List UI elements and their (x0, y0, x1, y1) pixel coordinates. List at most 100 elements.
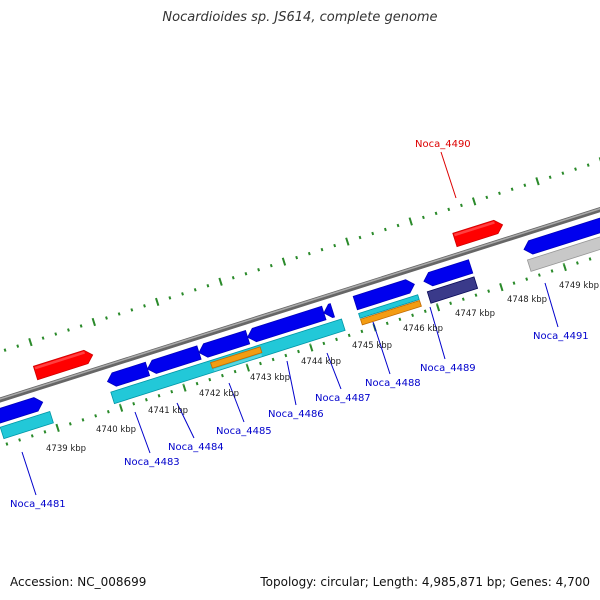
inner-tick-mark (423, 309, 427, 313)
tick-label: 4746 kbp (403, 324, 443, 334)
gene-leader-line (544, 282, 559, 328)
gene-leader-line (176, 402, 195, 439)
outer-tick-mark (471, 197, 477, 206)
inner-tick-mark (182, 383, 187, 392)
inner-tick-mark (245, 363, 250, 372)
inner-tick-mark (449, 301, 453, 305)
outer-tick-mark (460, 203, 463, 208)
tick-label: 4744 kbp (301, 357, 341, 367)
inner-tick-mark (43, 430, 47, 434)
gene-label[interactable]: Noca_4490 (415, 139, 471, 150)
gene-label[interactable]: Noca_4483 (124, 457, 180, 468)
gene-arrow-noca-4482 (106, 361, 151, 387)
outer-tick-ring (3, 157, 600, 352)
outer-tick-mark (218, 277, 223, 286)
gene-arrow-noca-4486b-shine (327, 318, 335, 323)
gene-arrow-noca-4486 (247, 305, 327, 343)
feature-grey-4491-shine (532, 250, 600, 275)
inner-tick-ring (5, 257, 592, 446)
gene-leader-line (326, 352, 342, 390)
inner-tick-mark (385, 321, 389, 326)
inner-tick-mark (411, 313, 415, 318)
gene-label[interactable]: Noca_4487 (315, 393, 371, 404)
inner-tick-mark (94, 414, 98, 418)
inner-tick-mark (170, 389, 174, 394)
tick-label: 4743 kbp (250, 373, 290, 383)
outer-tick-mark (574, 167, 577, 171)
outer-tick-mark (447, 207, 451, 212)
inner-tick-mark (499, 283, 504, 292)
gene-arrow-noca-4487-shine (358, 294, 411, 313)
topology-text: Topology: circular; Length: 4,985,871 bp… (260, 575, 590, 589)
gene-arrow-noca-4489-shine (427, 274, 473, 291)
gene-label[interactable]: Noca_4489 (420, 363, 476, 374)
outer-tick-mark (485, 195, 489, 200)
gene-label[interactable]: Noca_4491 (533, 331, 589, 342)
inner-tick-mark (271, 357, 275, 362)
outer-tick-mark (281, 257, 287, 266)
gene-arrow-noca-4490-shine (454, 221, 495, 237)
outer-tick-mark (130, 308, 134, 312)
inner-tick-mark (335, 337, 338, 342)
outer-tick-mark (269, 263, 273, 268)
outer-tick-mark (358, 235, 362, 240)
inner-tick-mark (347, 333, 351, 338)
accession-text: Accession: NC_008699 (10, 575, 147, 589)
inner-tick-mark (550, 269, 554, 273)
tick-label: 4742 kbp (199, 389, 239, 399)
outer-tick-mark (422, 215, 425, 220)
gene-arrow-noca-4484 (198, 329, 251, 358)
label-layer: 4739 kbp 4740 kbp 4741 kbp 4742 kbp 4743 kbp… (10, 139, 599, 510)
gene-label[interactable]: Noca_4481 (10, 499, 66, 510)
gene-arrow-noca-4480 (32, 349, 94, 381)
outer-tick-mark (498, 191, 501, 196)
inner-tick-mark (461, 297, 465, 301)
feature-orange-4485 (209, 346, 263, 369)
gene-leader-line (134, 411, 151, 454)
gene-arrow-noca-4487 (352, 279, 415, 311)
genome-backbone (0, 207, 600, 403)
outer-tick-mark (41, 336, 45, 340)
tick-label: 4745 kbp (352, 341, 392, 351)
outer-tick-mark (434, 211, 438, 216)
label-leader-lines (21, 151, 559, 496)
outer-tick-mark (548, 175, 552, 179)
tick-label: 4741 kbp (148, 406, 188, 416)
outer-tick-mark (231, 276, 235, 280)
inner-tick-mark (360, 329, 364, 334)
gene-arrow-noca-4481-shine (0, 411, 40, 427)
feature-navy-4489-shine (432, 289, 478, 307)
outer-tick-mark (143, 304, 146, 308)
gene-label[interactable]: Noca_4486 (268, 409, 324, 420)
outer-tick-mark (206, 284, 210, 288)
outer-tick-mark (168, 296, 172, 300)
gene-label[interactable]: Noca_4488 (365, 378, 421, 389)
feature-navy-4489 (426, 276, 479, 304)
inner-tick-mark (68, 422, 72, 426)
feature-orange-4488-shine (363, 307, 422, 328)
gene-label[interactable]: Noca_4484 (168, 442, 224, 453)
outer-tick-mark (16, 344, 20, 348)
gene-arrow-noca-4491 (523, 217, 600, 255)
gene-leader-line (228, 382, 245, 423)
feature-cyan-4481 (0, 410, 54, 440)
inner-tick-mark (18, 438, 22, 442)
inner-tick-mark (588, 257, 592, 261)
gene-arrow-noca-4490 (452, 219, 504, 248)
outer-tick-mark (510, 187, 514, 192)
feature-cyan-4481-shine (5, 424, 54, 442)
outer-tick-mark (181, 292, 184, 296)
outer-tick-mark (333, 243, 337, 248)
gene-label[interactable]: Noca_4485 (216, 426, 272, 437)
outer-tick-mark (295, 255, 299, 260)
outer-tick-mark (91, 317, 96, 327)
inner-tick-mark (525, 277, 529, 281)
inner-tick-mark (5, 442, 9, 446)
gene-arrow-noca-4489 (423, 259, 474, 287)
tick-label: 4747 kbp (455, 309, 495, 319)
outer-tick-mark (371, 231, 375, 236)
inner-tick-mark (30, 434, 34, 438)
inner-tick-mark (55, 423, 60, 432)
outer-tick-mark (28, 337, 33, 347)
